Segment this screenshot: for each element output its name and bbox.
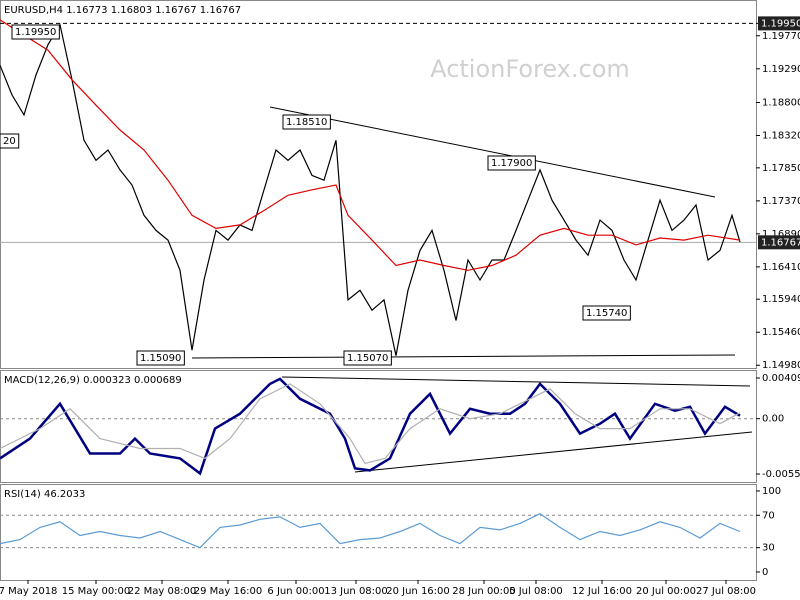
y-tick-label: 70 (762, 510, 775, 521)
trend-line (281, 376, 751, 387)
x-tick-label: 27 Jul 08:00 (696, 586, 756, 597)
y-tick-label: 0.00 (762, 414, 784, 425)
x-tick-label: 5 Jul 08:00 (509, 586, 563, 597)
series-line (0, 377, 741, 476)
y-tick-label: 0.004094 (762, 373, 800, 384)
price-tag-label: 1.19950 (761, 18, 800, 29)
x-tick-label: 29 May 16:00 (194, 586, 263, 597)
price-tag-label: 1.16767 (761, 237, 800, 248)
x-tick-label: 7 May 2018 (0, 586, 57, 597)
annotation: 20 (3, 136, 16, 147)
x-tick-label: 12 Jul 16:00 (572, 586, 632, 597)
watermark: ActionForex.com (430, 55, 630, 83)
annotation: 1.15740 (586, 308, 627, 319)
x-tick-label: 13 Jun 08:00 (324, 586, 388, 597)
series-line (0, 383, 741, 465)
x-tick-label: 28 Jun 00:00 (452, 586, 516, 597)
annotation: 1.17900 (491, 158, 532, 169)
x-tick-label: 15 May 00:00 (62, 586, 131, 597)
y-tick-label: 1.17850 (762, 163, 800, 174)
annotation-box (0, 133, 20, 149)
series-line (0, 19, 741, 271)
panel-frame (0, 0, 757, 369)
x-tick-label: 22 May 08:00 (128, 586, 197, 597)
panel-title: MACD(12,26,9) 0.000323 0.000689 (4, 375, 182, 386)
series-line (0, 23, 741, 356)
y-tick-label: -0.005568 (762, 469, 800, 480)
annotation-box (582, 305, 631, 321)
y-tick-label: 1.17370 (762, 196, 800, 207)
x-tick-label: 20 Jun 16:00 (386, 586, 450, 597)
y-tick-label: 1.19290 (762, 64, 800, 75)
annotation: 1.19950 (15, 27, 56, 38)
annotation-box (343, 350, 392, 366)
y-tick-label: 1.15940 (762, 294, 800, 305)
price-tag (758, 16, 800, 31)
trend-line (269, 106, 716, 198)
annotation-box (487, 155, 536, 171)
annotation-box (11, 24, 60, 40)
series-line (0, 513, 741, 549)
y-tick-label: 1.18800 (762, 97, 800, 108)
y-tick-label: 0 (762, 567, 768, 578)
y-tick-label: 100 (762, 486, 781, 497)
y-tick-label: 1.14980 (762, 360, 800, 371)
price-tag (758, 235, 800, 250)
trend-line (354, 431, 753, 473)
panel-frame (0, 484, 757, 581)
panel-title: RSI(14) 46.2033 (4, 489, 85, 500)
y-tick-label: 1.16890 (762, 229, 800, 240)
y-tick-label: 30 (762, 543, 775, 554)
annotation-box (282, 114, 331, 130)
y-tick-label: 1.16410 (762, 262, 800, 273)
panel-title: EURUSD,H4 1.16773 1.16803 1.16767 1.1676… (4, 5, 241, 16)
y-tick-label: 1.18320 (762, 131, 800, 142)
y-tick-label: 1.15460 (762, 327, 800, 338)
x-tick-label: 20 Jul 00:00 (636, 586, 696, 597)
y-tick-label: 1.19770 (762, 31, 800, 42)
annotation: 1.15070 (347, 353, 388, 364)
x-tick-label: 6 Jun 00:00 (267, 586, 324, 597)
annotation: 1.18510 (286, 117, 327, 128)
annotation-box (136, 350, 185, 366)
annotation: 1.15090 (140, 353, 181, 364)
panel-frame (0, 370, 757, 483)
trend-line (191, 354, 736, 359)
